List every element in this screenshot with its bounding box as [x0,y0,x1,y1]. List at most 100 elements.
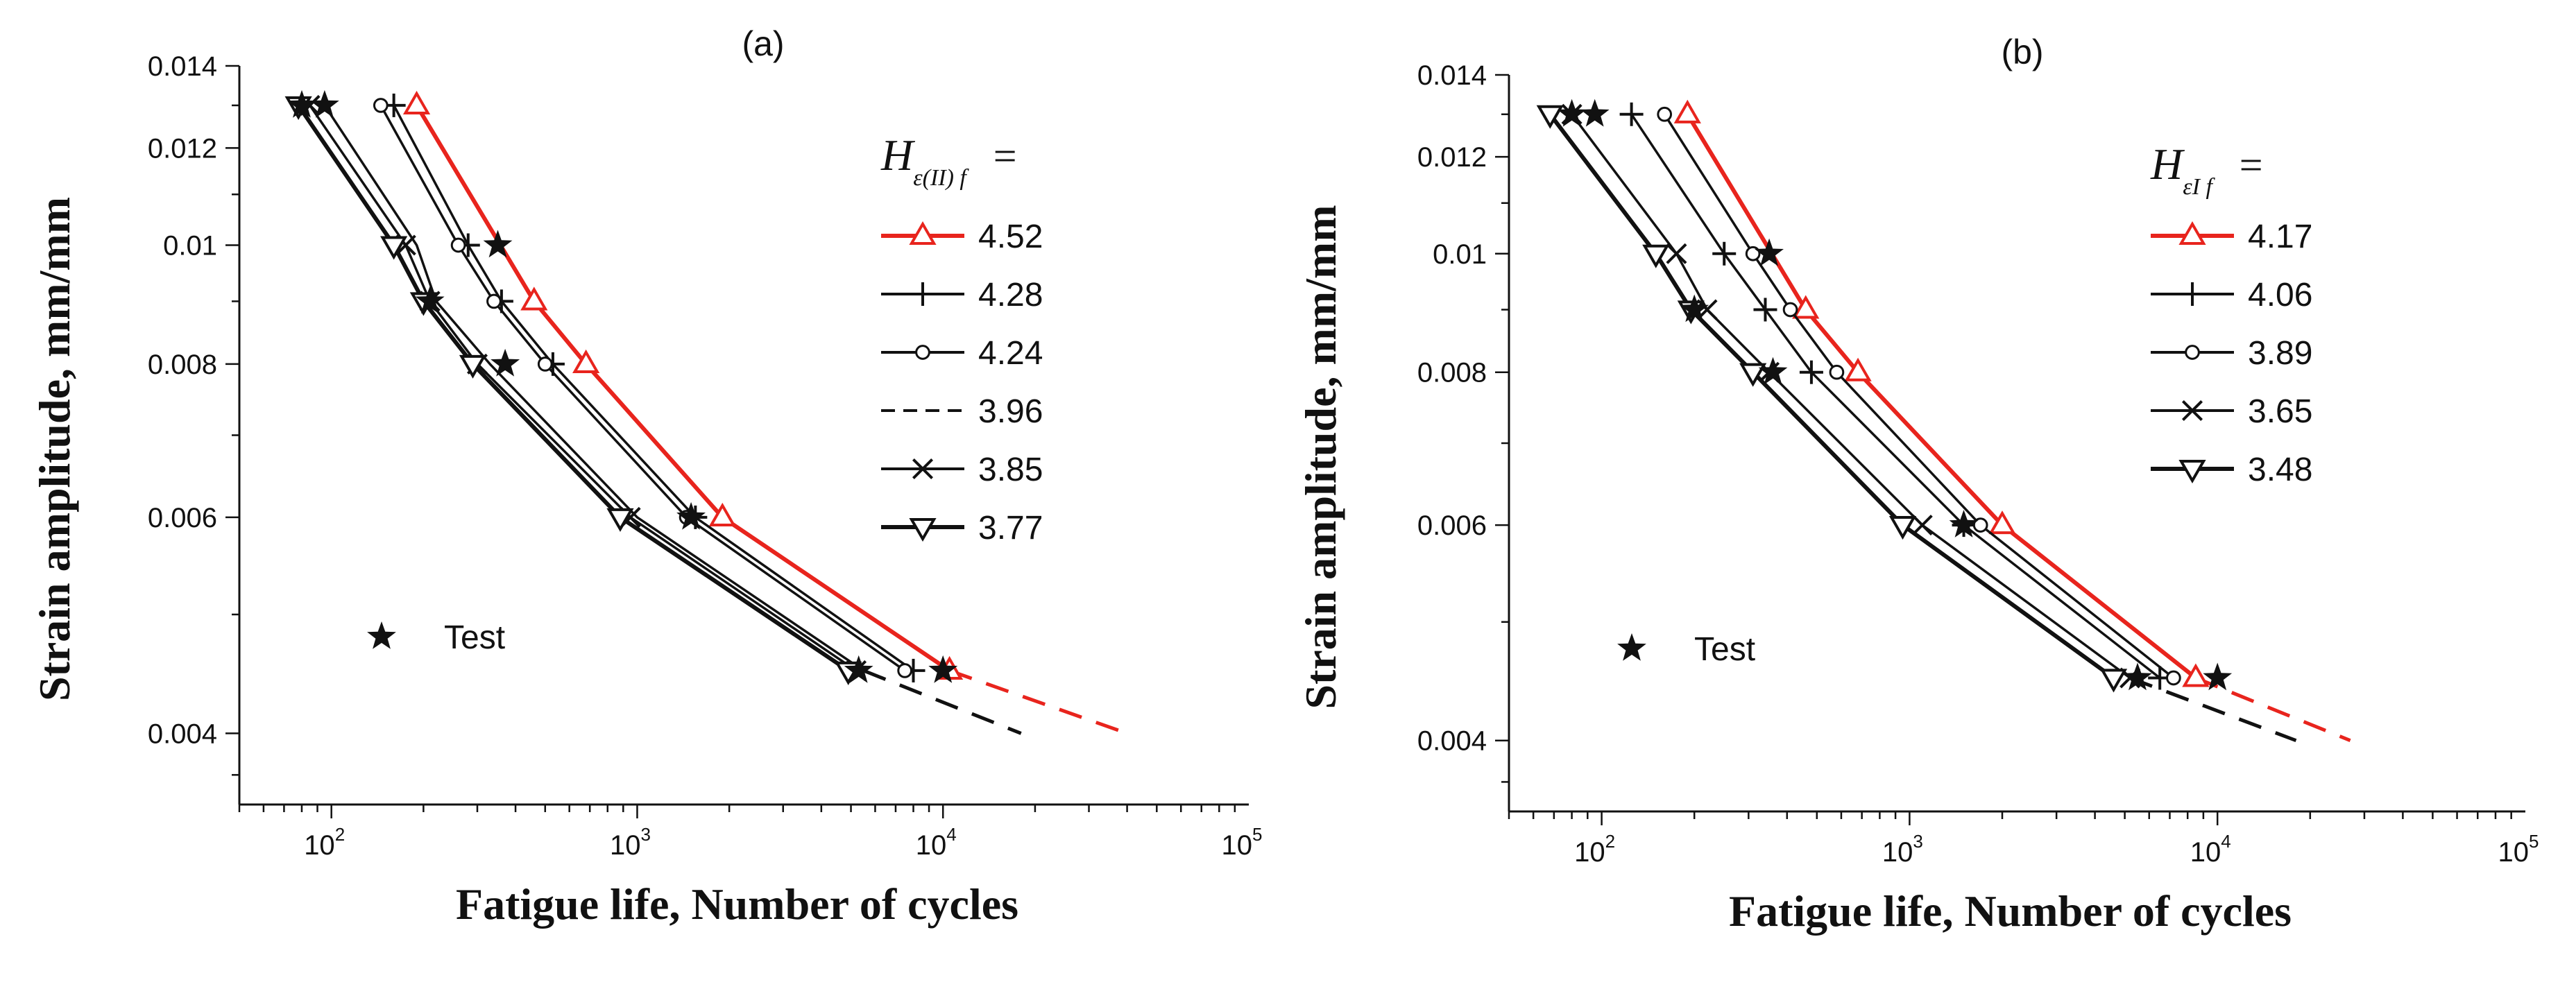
series-line-3-85 [309,104,858,672]
legend-test-star [367,621,396,649]
legend-title-subscript: ε(II) f [913,165,969,191]
x-tick-base: 10 [2190,837,2221,868]
test-point-star [1580,98,1610,127]
series-extrapolation-4-52 [948,669,1128,735]
series-extrapolation-3-65 [2129,676,2297,743]
test-point-star [1557,98,1587,127]
legend-label-3-85: 3.85 [978,452,1043,488]
series-point-4-17-triangle-up [1844,357,1872,381]
x-tick-label: 102 [304,824,345,861]
y-tick-label: 0.012 [148,133,217,164]
x-tick-base: 10 [610,830,641,861]
series-line-3-89 [1663,113,2174,679]
series-line-3-65 [1571,113,2131,679]
x-tick-exponent: 2 [335,824,345,845]
legend-title-subscript: εI f [2183,174,2215,200]
test-point-star [1680,294,1709,322]
legend-marker-3-89-circle [2185,345,2200,360]
legend-label-3-77: 3.77 [978,510,1043,547]
legend-marker-3-65-x-b [2181,399,2203,422]
panel-a: 102 103 104 1050.0040.0060.0080.010.0120.01… [30,24,1262,929]
series-point-4-24-circle [897,663,913,678]
series-point-4-52-triangle-up [572,349,600,373]
series-point-3-77-triangle-down [459,354,487,379]
series-line-4-28 [393,105,914,672]
series-point-3-89-circle [1782,302,1798,318]
series-point-3-89-circle [1745,246,1761,261]
series-line-3-77 [296,104,850,673]
series-line-3-48 [1548,112,2115,680]
y-tick-label: 0.004 [148,719,217,749]
legend-marker-3-85-x-b [912,458,934,480]
y-tick-label: 0.01 [163,230,217,261]
x-tick-label: 104 [916,824,957,861]
legend-label-4-06: 4.06 [2248,277,2312,313]
test-point-star [287,89,316,118]
series-point-3-89-circle [2166,670,2181,686]
legend-label-4-17: 4.17 [2248,218,2312,255]
series-point-3-89-circle [1657,106,1673,122]
x-tick-exponent: 4 [946,824,956,845]
test-point-star [2123,662,2152,691]
series-point-3-48-triangle-down [2099,669,2128,693]
series-point-3-48-triangle-down [1642,244,1670,268]
series-point-4-17-triangle-up [2182,663,2210,687]
panel-label: (b) [2001,33,2043,71]
test-point-star [1758,356,1788,385]
legend-test-label: Test [444,619,505,656]
y-tick-label: 0.008 [148,350,217,380]
series-line-4-06 [1630,113,2161,679]
panel-label: (a) [742,24,784,63]
y-axis-title: Strain amplitude, mm/mm [1296,205,1345,709]
x-axis-title: Fatigue life, Number of cycles [1729,886,2292,936]
test-point-star [415,286,445,314]
series-point-3-89-circle [1972,517,1988,533]
x-tick-exponent: 5 [2529,831,2539,852]
legend-test-star [1617,633,1646,661]
legend-title-equals: = [2226,142,2265,188]
legend-title-main: H [880,130,916,180]
legend-marker-4-17-triangle-up [2178,221,2206,246]
series-point-3-65-x-b [1666,243,1687,264]
x-tick-label: 103 [1882,831,1923,868]
series-extrapolation-4-17 [2194,676,2351,743]
series-point-3-89-circle [1829,364,1845,380]
series-line-3-96 [323,104,864,672]
series-point-4-24-circle [486,293,502,309]
y-tick-label: 0.014 [1417,60,1487,91]
x-tick-exponent: 3 [1913,831,1922,852]
test-point-star [928,655,958,683]
panel-b: 102 103 104 1050.0040.0060.0080.010.0120.01… [1296,33,2539,936]
legend-title: HεI f = [2150,139,2264,200]
y-tick-label: 0.006 [148,503,217,533]
series-point-4-52-triangle-up [402,90,431,114]
legend-marker-3-48-triangle-down [2178,459,2206,484]
y-axis-title: Strain amplitude, mm/mm [30,197,79,701]
series-point-4-24-circle [450,237,466,253]
test-point-star [844,655,873,683]
series-point-4-17-triangle-up [1673,99,1701,123]
x-tick-base: 10 [916,830,947,861]
test-point-star [1755,238,1784,266]
x-tick-base: 10 [304,830,335,861]
series-point-3-65-x-b [1911,515,1933,536]
legend-label-4-52: 4.52 [978,218,1043,255]
legend-label-3-89: 3.89 [2248,335,2312,372]
x-tick-label: 103 [610,824,651,861]
series-point-3-48-triangle-down [1739,363,1767,387]
x-tick-label: 104 [2190,831,2231,868]
legend-marker-3-77-triangle-down [909,517,937,542]
y-tick-label: 0.008 [1417,358,1487,388]
test-point-star [1949,510,1979,538]
series-point-3-48-triangle-down [1888,516,1917,540]
x-tick-label: 105 [1222,824,1263,861]
series-point-4-52-triangle-up [520,286,548,311]
legend-test-label: Test [1694,631,1755,668]
x-tick-exponent: 2 [1605,831,1615,852]
legend-title-main: H [2150,139,2185,189]
test-point-star [309,89,339,118]
x-tick-label: 105 [2498,831,2539,868]
y-tick-label: 0.012 [1417,142,1487,173]
series-line-4-24 [379,105,906,672]
legend-label-3-96: 3.96 [978,393,1043,430]
